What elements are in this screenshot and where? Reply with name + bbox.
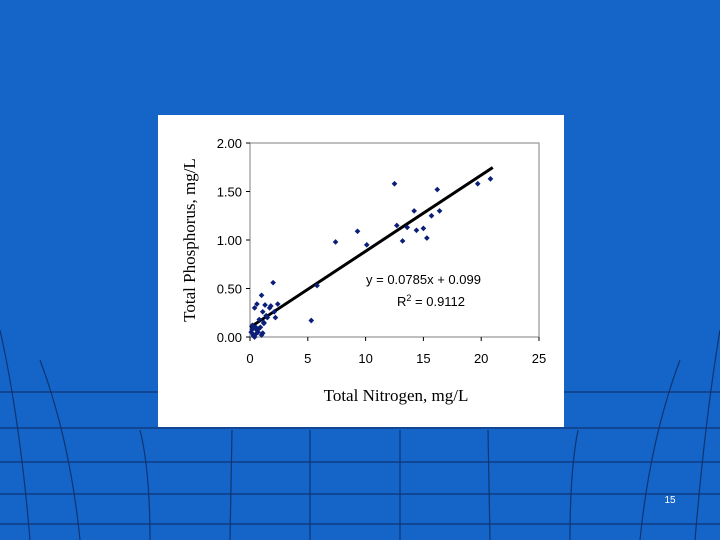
data-point — [261, 319, 267, 326]
x-axis-ticks: 0 5 10 15 20 25 — [246, 337, 546, 366]
y-tick-label: 1.50 — [217, 185, 242, 200]
data-point — [354, 228, 361, 235]
x-tick-label: 0 — [246, 351, 253, 366]
trendline-group — [249, 166, 494, 329]
data-point — [404, 224, 411, 231]
data-point — [251, 305, 258, 311]
x-axis-title: Total Nitrogen, mg/L — [324, 386, 469, 405]
x-tick-label: 25 — [532, 351, 546, 366]
y-axis-ticks: 0.00 0.50 1.00 1.50 2.00 — [217, 136, 250, 345]
chart-panel: 0.00 0.50 1.00 1.50 2.00 0 5 10 15 20 25 Total Ph… — [158, 115, 564, 427]
x-tick-label: 20 — [474, 351, 488, 366]
data-point — [256, 325, 263, 332]
data-point — [251, 334, 258, 340]
x-tick-label: 10 — [358, 351, 372, 366]
data-point — [424, 235, 430, 241]
x-tick-label: 15 — [416, 351, 430, 366]
r-squared-value: = 0.9112 — [411, 294, 465, 309]
data-point — [474, 180, 481, 187]
data-point — [308, 317, 315, 324]
data-point — [259, 308, 266, 315]
scatter-chart: 0.00 0.50 1.00 1.50 2.00 0 5 10 15 20 25 Total Ph… — [180, 136, 546, 405]
y-tick-label: 0.00 — [217, 330, 242, 345]
y-tick-label: 2.00 — [217, 136, 242, 151]
data-point — [391, 180, 398, 187]
data-point — [264, 314, 271, 321]
y-tick-label: 1.00 — [217, 233, 242, 248]
data-point — [274, 301, 281, 307]
data-point — [332, 239, 339, 245]
data-point — [254, 301, 260, 307]
data-points — [248, 176, 494, 340]
data-point — [420, 225, 427, 232]
data-point — [262, 302, 268, 308]
data-point — [314, 282, 320, 289]
data-point — [259, 330, 266, 336]
y-tick-label: 0.50 — [217, 282, 242, 297]
x-tick-label: 5 — [304, 351, 311, 366]
y-axis-title: Total Phosphorus, mg/L — [180, 158, 199, 322]
plot-area — [249, 142, 540, 338]
slide-number: 15 — [664, 495, 676, 506]
r-squared-r: R — [397, 294, 406, 309]
data-point — [258, 292, 265, 299]
data-point — [267, 303, 274, 309]
data-point — [249, 322, 256, 329]
r-squared-superscript: 2 — [406, 293, 411, 303]
data-point — [436, 208, 443, 214]
data-point — [256, 316, 263, 323]
data-point — [428, 212, 435, 219]
data-point — [413, 227, 420, 234]
trendline-equation: y = 0.0785x + 0.099 — [366, 272, 481, 287]
data-point — [393, 222, 400, 229]
trendline — [249, 166, 494, 329]
data-point — [399, 238, 406, 244]
r-squared-label: R2 = 0.9112 — [397, 293, 465, 309]
data-point — [434, 186, 441, 193]
data-point — [271, 308, 278, 315]
